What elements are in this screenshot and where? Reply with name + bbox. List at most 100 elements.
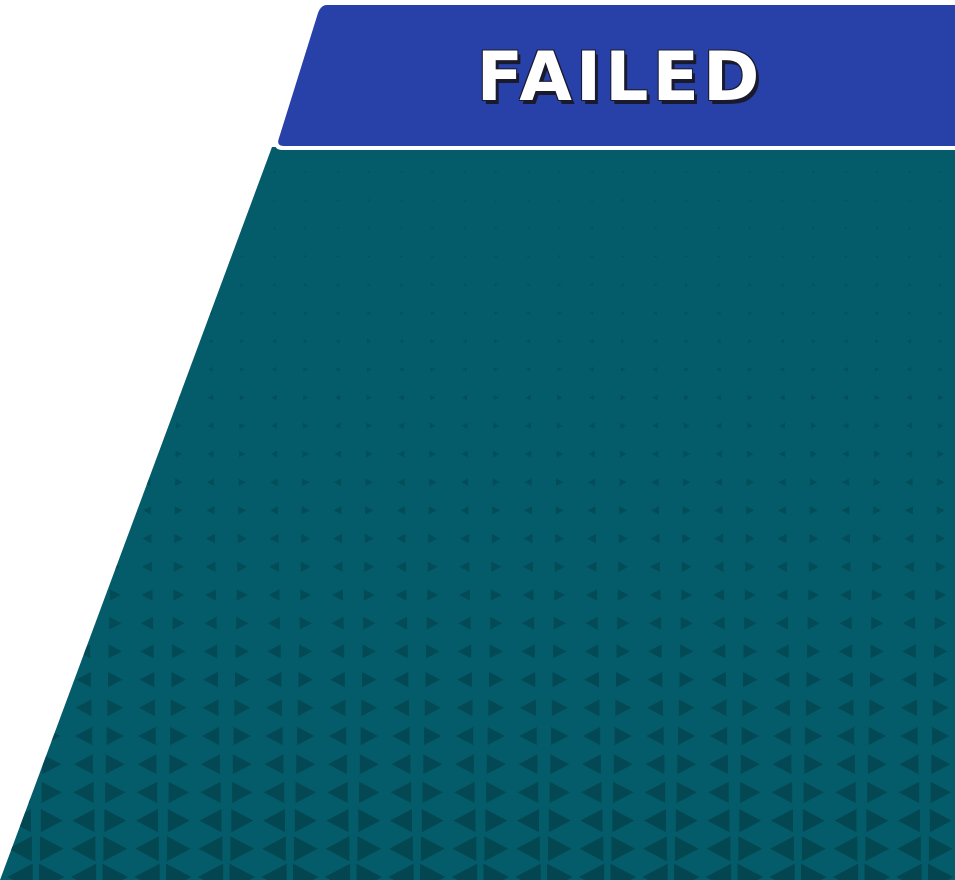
pattern-triangle [616,671,631,688]
pattern-triangle [136,809,158,833]
pattern-triangle [10,754,30,775]
pattern-triangle [79,533,88,544]
pattern-triangle [362,644,376,659]
pattern-triangle [18,254,22,259]
pattern-triangle [579,836,604,862]
pattern-triangle [714,506,723,515]
pattern-triangle [904,561,914,572]
pattern-triangle [48,450,55,458]
pattern-triangle [395,589,407,601]
pattern-triangle [713,589,724,601]
pattern-triangle [463,226,466,230]
pattern-triangle [139,699,155,717]
pattern-triangle [271,422,277,429]
pattern-triangle [551,699,568,717]
pattern-triangle [303,394,309,401]
pattern-triangle [113,198,117,202]
pattern-triangle [177,198,181,202]
pattern-triangle [875,283,879,287]
pattern-triangle [393,699,409,717]
pattern-triangle [17,367,23,372]
pattern-triangle [430,367,436,372]
pattern-triangle [48,478,56,486]
pattern-triangle [177,226,181,230]
pattern-triangle [653,170,657,174]
pattern-triangle [652,339,658,344]
pattern-triangle [906,339,912,344]
pattern-triangle [431,283,435,287]
pattern-triangle [335,254,340,259]
pattern-triangle [674,863,700,880]
pattern-triangle [232,781,253,804]
pattern-triangle [588,422,595,429]
pattern-triangle [239,450,246,458]
pattern-triangle [780,311,784,315]
pattern-triangle [494,339,499,344]
pattern-triangle [709,754,728,775]
pattern-triangle [874,450,881,458]
pattern-triangle [557,367,563,372]
pattern-triangle [907,226,911,230]
pattern-triangle [646,726,664,746]
pattern-triangle [836,754,855,775]
pattern-triangle [589,339,594,344]
pattern-triangle [812,226,816,230]
pattern-triangle [205,589,216,601]
pattern-triangle [685,170,689,174]
pattern-triangle [587,533,596,544]
pattern-triangle [144,367,150,372]
pattern-triangle [808,561,819,572]
pattern-triangle [712,616,725,630]
pattern-triangle [49,339,54,344]
pattern-triangle [685,198,689,202]
pattern-triangle [41,781,62,804]
pattern-triangle [145,311,149,315]
pattern-triangle [364,561,375,572]
pattern-triangle [177,254,181,259]
pattern-triangle [487,726,505,746]
pattern-triangle [583,699,600,717]
pattern-triangle [904,533,914,544]
pattern-triangle [297,699,314,717]
pattern-triangle [777,561,787,572]
pattern-triangle [82,198,85,202]
pattern-triangle [810,450,817,458]
pattern-triangle [841,506,850,515]
pattern-triangle [391,754,411,775]
pattern-triangle [142,561,152,572]
pattern-triangle [454,781,475,804]
pattern-triangle [45,644,59,659]
pattern-triangle [50,226,54,230]
pattern-triangle [525,394,531,401]
pattern-triangle [905,478,913,486]
pattern-triangle [780,226,784,230]
pattern-triangle [324,863,351,880]
pattern-triangle [873,506,882,515]
pattern-triangle [232,754,252,775]
pattern-triangle [462,367,467,372]
pattern-triangle [171,671,186,688]
pattern-triangle [521,616,535,630]
pattern-triangle [304,254,308,259]
pattern-triangle [931,754,951,775]
pattern-triangle [169,754,189,775]
pattern-triangle [398,339,404,344]
pattern-triangle [81,367,86,372]
pattern-triangle [112,422,119,429]
pattern-triangle [203,644,218,659]
pattern-triangle [208,339,213,344]
pattern-triangle [644,809,666,833]
pattern-triangle [896,863,922,880]
pattern-triangle [621,198,625,202]
pattern-triangle [71,836,96,862]
pattern-triangle [48,422,55,429]
pattern-triangle [82,170,85,174]
pattern-triangle [328,726,347,746]
pattern-triangle [300,589,312,601]
pattern-triangle [49,394,55,401]
pattern-triangle [779,367,785,372]
pattern-triangle [356,863,382,880]
pattern-triangle [939,170,943,174]
pattern-triangle [269,533,279,544]
pattern-triangle [397,506,405,515]
